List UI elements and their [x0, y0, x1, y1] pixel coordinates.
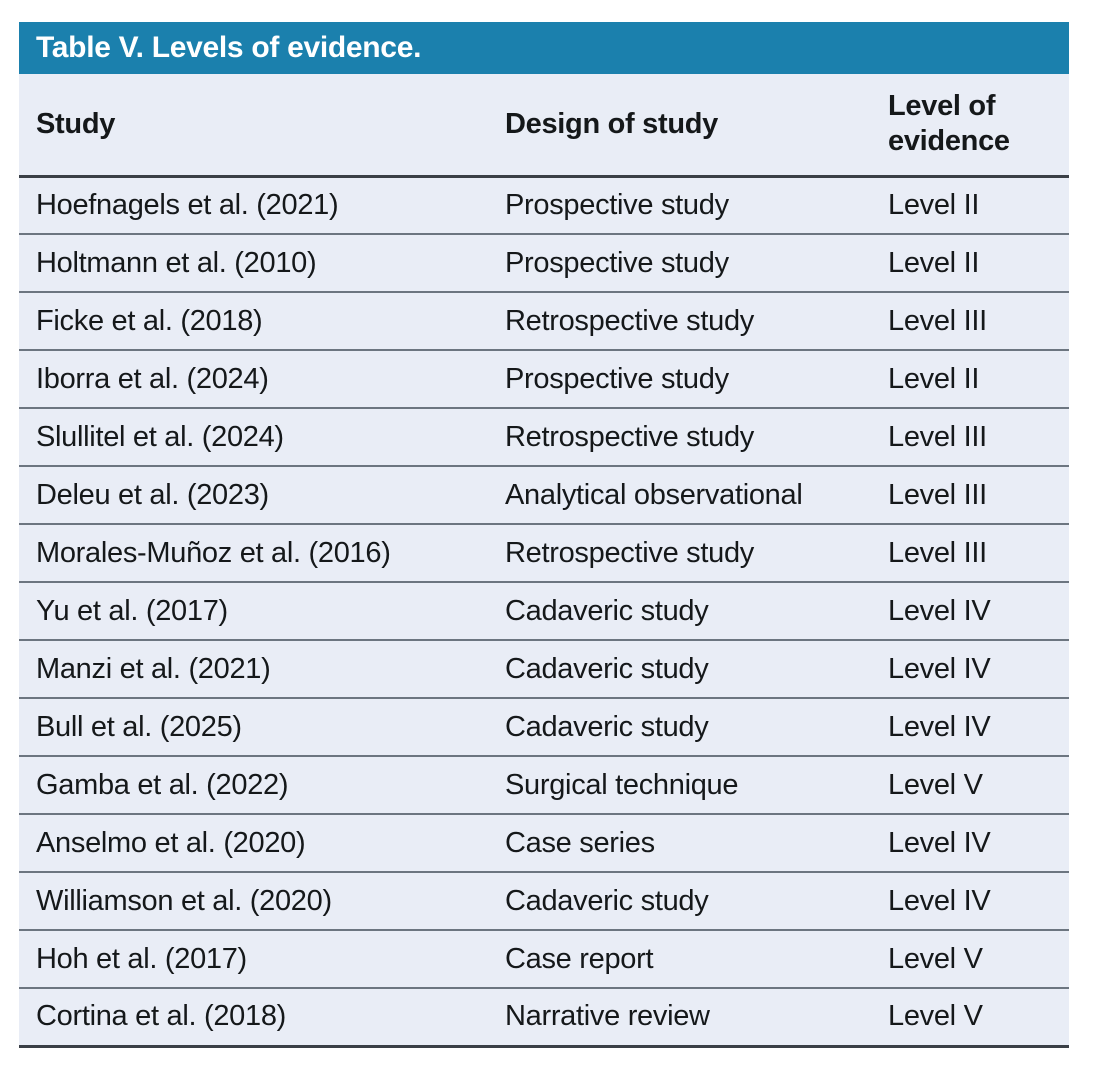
- level-cell: Level IV: [873, 640, 1069, 699]
- design-cell: Retrospective study: [483, 292, 873, 351]
- table-row: Slullitel et al. (2024) Retrospective st…: [19, 408, 1069, 467]
- table-row: Williamson et al. (2020) Cadaveric study…: [19, 872, 1069, 931]
- study-cell: Iborra et al. (2024): [19, 350, 483, 409]
- design-cell: Narrative review: [483, 988, 873, 1048]
- design-cell: Cadaveric study: [483, 582, 873, 641]
- table-row: Cortina et al. (2018) Narrative review L…: [19, 988, 1069, 1048]
- study-cell: Deleu et al. (2023): [19, 466, 483, 525]
- study-cell: Bull et al. (2025): [19, 698, 483, 757]
- level-cell: Level IV: [873, 814, 1069, 873]
- study-cell: Cortina et al. (2018): [19, 988, 483, 1048]
- design-cell: Cadaveric study: [483, 698, 873, 757]
- study-cell: Manzi et al. (2021): [19, 640, 483, 699]
- design-cell: Surgical technique: [483, 756, 873, 815]
- study-cell: Slullitel et al. (2024): [19, 408, 483, 467]
- design-cell: Case series: [483, 814, 873, 873]
- study-cell: Hoefnagels et al. (2021): [19, 176, 483, 235]
- table-row: Bull et al. (2025) Cadaveric study Level…: [19, 698, 1069, 757]
- level-cell: Level IV: [873, 872, 1069, 931]
- table-row: Yu et al. (2017) Cadaveric study Level I…: [19, 582, 1069, 641]
- design-cell: Retrospective study: [483, 524, 873, 583]
- design-cell: Prospective study: [483, 234, 873, 293]
- table-row: Anselmo et al. (2020) Case series Level …: [19, 814, 1069, 873]
- study-cell: Yu et al. (2017): [19, 582, 483, 641]
- level-cell: Level V: [873, 756, 1069, 815]
- column-header-study: Study: [19, 74, 483, 178]
- design-cell: Analytical observational: [483, 466, 873, 525]
- level-cell: Level II: [873, 176, 1069, 235]
- level-cell: Level IV: [873, 582, 1069, 641]
- study-cell: Hoh et al. (2017): [19, 930, 483, 989]
- level-cell: Level V: [873, 930, 1069, 989]
- table-row: Deleu et al. (2023) Analytical observati…: [19, 466, 1069, 525]
- table-row: Morales-Muñoz et al. (2016) Retrospectiv…: [19, 524, 1069, 583]
- design-cell: Cadaveric study: [483, 640, 873, 699]
- table-row: Gamba et al. (2022) Surgical technique L…: [19, 756, 1069, 815]
- table-row: Manzi et al. (2021) Cadaveric study Leve…: [19, 640, 1069, 699]
- level-cell: Level III: [873, 408, 1069, 467]
- evidence-table-card: Table V. Levels of evidence. Study Desig…: [19, 22, 1069, 1048]
- column-header-level: Level of evidence: [873, 74, 1069, 178]
- level-cell: Level V: [873, 988, 1069, 1048]
- table-row: Hoefnagels et al. (2021) Prospective stu…: [19, 176, 1069, 235]
- levels-of-evidence-table: Study Design of study Level of evidence …: [19, 74, 1069, 1048]
- study-cell: Gamba et al. (2022): [19, 756, 483, 815]
- study-cell: Williamson et al. (2020): [19, 872, 483, 931]
- table-row: Iborra et al. (2024) Prospective study L…: [19, 350, 1069, 409]
- design-cell: Retrospective study: [483, 408, 873, 467]
- level-cell: Level III: [873, 466, 1069, 525]
- study-cell: Holtmann et al. (2010): [19, 234, 483, 293]
- table-row: Ficke et al. (2018) Retrospective study …: [19, 292, 1069, 351]
- level-cell: Level IV: [873, 698, 1069, 757]
- design-cell: Cadaveric study: [483, 872, 873, 931]
- level-cell: Level III: [873, 524, 1069, 583]
- design-cell: Prospective study: [483, 176, 873, 235]
- level-cell: Level II: [873, 350, 1069, 409]
- table-row: Hoh et al. (2017) Case report Level V: [19, 930, 1069, 989]
- design-cell: Prospective study: [483, 350, 873, 409]
- column-header-design: Design of study: [483, 74, 873, 178]
- study-cell: Ficke et al. (2018): [19, 292, 483, 351]
- design-cell: Case report: [483, 930, 873, 989]
- table-title: Table V. Levels of evidence.: [19, 22, 1069, 74]
- study-cell: Morales-Muñoz et al. (2016): [19, 524, 483, 583]
- table-row: Holtmann et al. (2010) Prospective study…: [19, 234, 1069, 293]
- study-cell: Anselmo et al. (2020): [19, 814, 483, 873]
- level-cell: Level II: [873, 234, 1069, 293]
- level-cell: Level III: [873, 292, 1069, 351]
- table-header-row: Study Design of study Level of evidence: [19, 74, 1069, 178]
